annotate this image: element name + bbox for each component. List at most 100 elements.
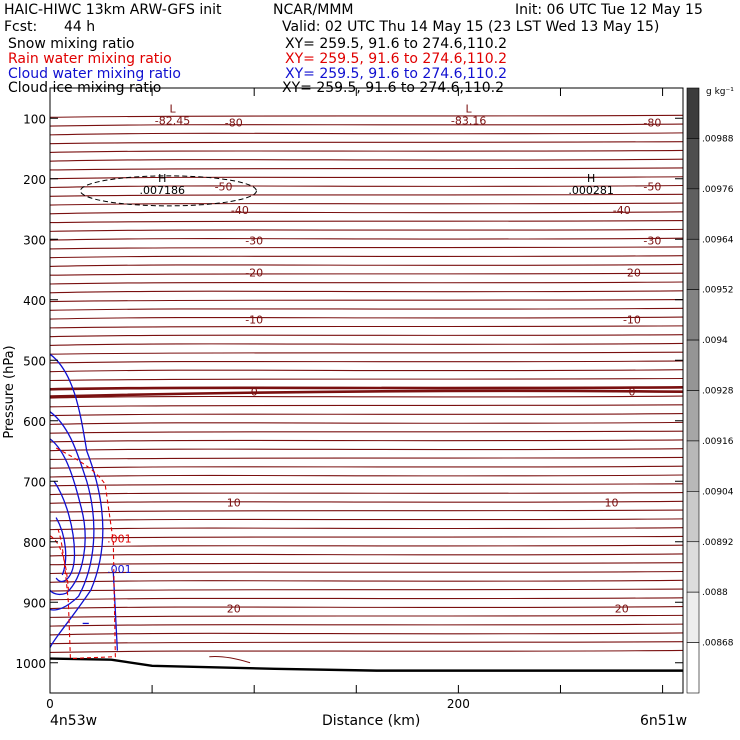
isotherm-line bbox=[49, 535, 684, 539]
isotherm-line bbox=[209, 655, 251, 664]
isotherm-label: -40 bbox=[231, 204, 249, 217]
isotherm-label: -50 bbox=[643, 181, 661, 194]
isotherm-line bbox=[49, 404, 684, 408]
fcst-value: 44 h bbox=[64, 19, 96, 35]
y-tick-label: 700 bbox=[23, 475, 46, 489]
isotherm-line bbox=[49, 597, 684, 601]
rain-water-contour bbox=[55, 447, 116, 660]
fcst-label: Fcst: bbox=[4, 19, 38, 35]
isotherm-label: -10 bbox=[623, 314, 641, 327]
isotherm-line bbox=[49, 158, 684, 162]
isotherm-line bbox=[49, 220, 684, 224]
colorbar-segment bbox=[686, 188, 700, 240]
isotherm-line bbox=[49, 167, 684, 171]
colorbar-tick-label: .00868 bbox=[702, 639, 734, 649]
isotherm-line bbox=[49, 342, 684, 346]
init-time: Init: 06 UTC Tue 12 May 15 bbox=[515, 2, 703, 18]
isotherm-line bbox=[49, 483, 684, 487]
y-tick-label: 200 bbox=[23, 173, 46, 187]
extremum-value: .000281 bbox=[568, 184, 614, 197]
isotherm-line bbox=[49, 202, 684, 206]
isotherm-line bbox=[49, 360, 684, 364]
isotherm-line bbox=[49, 553, 684, 557]
isotherm-line bbox=[49, 263, 684, 268]
colorbar-tick-label: .00952 bbox=[702, 286, 734, 296]
x-endpoint-left: 4n53w bbox=[50, 713, 98, 729]
isotherm-line bbox=[49, 579, 684, 583]
isotherm-label: -50 bbox=[215, 181, 233, 194]
cloud-water-contour bbox=[49, 438, 86, 596]
temperature-contours bbox=[49, 114, 684, 672]
isotherm-label: -80 bbox=[643, 116, 661, 129]
colorbar-segment bbox=[686, 339, 700, 391]
y-tick-label: 300 bbox=[23, 233, 46, 247]
contour-value-label: .001 bbox=[107, 533, 132, 546]
isotherm-line bbox=[49, 544, 684, 548]
zero-isotherm-line bbox=[49, 389, 684, 398]
y-axis-label: Pressure (hPa) bbox=[2, 345, 17, 439]
valid-time: Valid: 02 UTC Thu 14 May 15 (23 LST Wed … bbox=[282, 19, 660, 35]
y-tick-label: 100 bbox=[23, 112, 46, 126]
isotherm-line bbox=[49, 141, 684, 145]
colorbar-tick-label: .00964 bbox=[702, 235, 734, 245]
model-title: HAIC-HIWC 13km ARW-GFS init bbox=[4, 2, 222, 18]
cloud-water-contour bbox=[53, 480, 76, 583]
isotherm-line bbox=[49, 606, 684, 610]
colorbar-segment bbox=[686, 591, 700, 643]
y-tick-label: 400 bbox=[23, 294, 46, 308]
field-name-rain: Rain water mixing ratio bbox=[8, 51, 172, 67]
colorbar-tick-label: .00892 bbox=[702, 538, 734, 548]
isotherm-line bbox=[49, 623, 684, 627]
isotherm-line bbox=[49, 413, 684, 417]
isotherm-label: -20 bbox=[245, 267, 263, 280]
isotherm-line bbox=[49, 290, 684, 294]
x-axis-label: Distance (km) bbox=[322, 713, 421, 729]
org-label: NCAR/MMM bbox=[273, 2, 354, 18]
isotherm-label: -10 bbox=[245, 314, 263, 327]
isotherm-label: 20 bbox=[615, 602, 629, 615]
isotherm-line bbox=[49, 395, 684, 399]
isotherm-label: -30 bbox=[245, 234, 263, 247]
colorbar-tick-label: .00976 bbox=[702, 185, 734, 195]
isotherm-line bbox=[49, 500, 684, 504]
isotherm-line bbox=[49, 439, 684, 443]
colorbar-tick-label: .00988 bbox=[702, 134, 734, 144]
colorbar: .00988 .00976 .00964 .00952 .0094 .00928 .0091… bbox=[686, 87, 734, 694]
y-tick-label: 1000 bbox=[15, 657, 46, 671]
isotherm-line bbox=[49, 588, 684, 592]
field-name-cloud-water: Cloud water mixing ratio bbox=[8, 66, 181, 82]
colorbar-tick-label: .0088 bbox=[702, 588, 728, 598]
isotherm-line bbox=[49, 474, 684, 478]
isotherm-line bbox=[49, 649, 684, 654]
isotherm-label: -30 bbox=[643, 234, 661, 247]
y-tick-label: 800 bbox=[23, 536, 46, 550]
cloud-water-contour bbox=[55, 517, 67, 576]
isotherm-line bbox=[49, 228, 684, 232]
chart-marks: -80 -80 -50 -50 -40 -40 -30 -30 -20 -20 -10 -10 0 0 10… bbox=[49, 102, 661, 660]
isotherm-label: -20 bbox=[623, 267, 641, 280]
isotherm-line bbox=[49, 518, 684, 522]
extremum-value: .007186 bbox=[140, 184, 186, 197]
isotherm-label: 0 bbox=[251, 386, 258, 399]
isotherm-label: 10 bbox=[227, 496, 241, 509]
isotherm-label: 0 bbox=[628, 386, 635, 399]
isotherm-label: 20 bbox=[227, 602, 241, 615]
isotherm-line bbox=[49, 562, 684, 566]
isotherm-label: -40 bbox=[613, 204, 631, 217]
isotherm-line bbox=[49, 255, 684, 259]
extremum-value: -82.45 bbox=[155, 114, 190, 127]
isotherm-line bbox=[49, 570, 684, 575]
isotherm-line bbox=[49, 641, 684, 645]
cloud-ice-contour bbox=[79, 175, 257, 207]
colorbar-segment bbox=[686, 541, 700, 593]
colorbar-segment bbox=[686, 390, 700, 442]
isotherm-line bbox=[49, 299, 684, 303]
isotherm-line bbox=[49, 114, 684, 118]
isotherm-line bbox=[49, 316, 684, 320]
colorbar-segment bbox=[686, 138, 700, 190]
isotherm-line bbox=[49, 351, 684, 355]
isotherm-line bbox=[49, 184, 684, 189]
isotherm-line bbox=[49, 325, 684, 329]
